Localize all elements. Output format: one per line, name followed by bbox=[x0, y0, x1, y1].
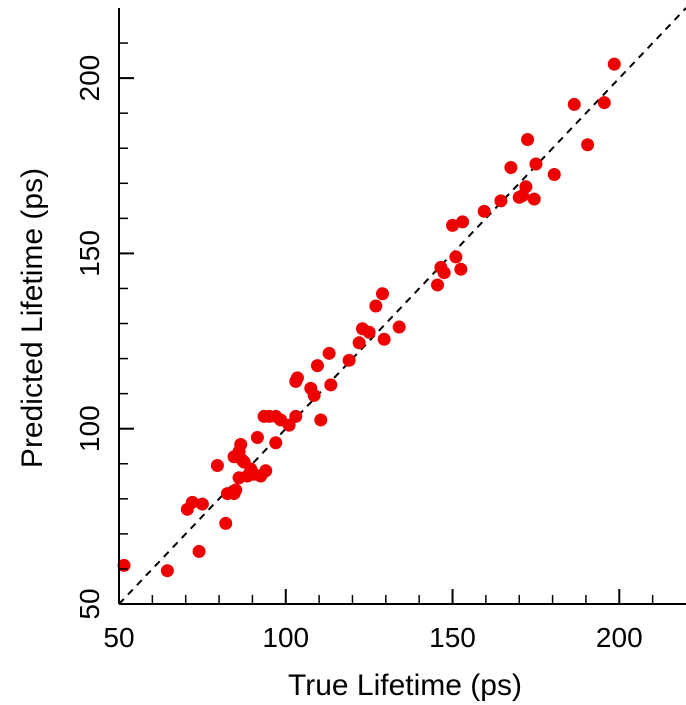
data-point bbox=[324, 378, 338, 392]
x-tick-label: 200 bbox=[596, 622, 643, 653]
data-point bbox=[375, 287, 389, 301]
data-point bbox=[322, 346, 336, 360]
data-point bbox=[437, 266, 451, 280]
x-tick-label: 50 bbox=[103, 622, 134, 653]
x-tick-label: 150 bbox=[429, 622, 476, 653]
data-point bbox=[314, 413, 328, 427]
data-point bbox=[342, 353, 356, 367]
data-point bbox=[519, 180, 533, 194]
data-point bbox=[527, 192, 541, 206]
data-point bbox=[290, 371, 304, 385]
data-point bbox=[454, 262, 468, 276]
data-point bbox=[504, 161, 518, 175]
data-point bbox=[269, 436, 283, 450]
y-tick-label: 100 bbox=[74, 405, 105, 452]
data-point bbox=[234, 437, 248, 451]
data-point bbox=[192, 544, 206, 558]
data-point bbox=[607, 57, 621, 71]
data-point bbox=[446, 218, 460, 232]
data-point bbox=[310, 359, 324, 373]
data-point bbox=[219, 516, 233, 530]
data-point bbox=[160, 564, 174, 578]
data-point bbox=[289, 409, 303, 423]
data-point bbox=[456, 215, 470, 229]
data-point bbox=[567, 97, 581, 111]
data-point bbox=[195, 497, 209, 511]
data-point bbox=[229, 483, 243, 497]
y-tick-label: 200 bbox=[74, 55, 105, 102]
data-points bbox=[117, 57, 621, 578]
data-point bbox=[547, 168, 561, 182]
y-axis-label: Predicted Lifetime (ps) bbox=[16, 168, 49, 468]
data-point bbox=[377, 332, 391, 346]
axes bbox=[118, 8, 686, 605]
data-point bbox=[259, 464, 273, 478]
data-point bbox=[477, 204, 491, 218]
y-tick-label: 50 bbox=[74, 588, 105, 619]
data-point bbox=[449, 250, 463, 264]
x-axis-label: True Lifetime (ps) bbox=[288, 669, 522, 702]
data-point bbox=[250, 430, 264, 444]
data-point bbox=[494, 194, 508, 208]
data-point bbox=[581, 138, 595, 152]
data-point bbox=[369, 299, 383, 313]
data-point bbox=[307, 388, 321, 402]
data-point bbox=[521, 132, 535, 146]
x-tick-label: 100 bbox=[262, 622, 309, 653]
data-point bbox=[362, 325, 376, 339]
data-point bbox=[185, 495, 199, 509]
data-point bbox=[529, 157, 543, 171]
data-point bbox=[431, 278, 445, 292]
data-point bbox=[392, 320, 406, 334]
data-point bbox=[352, 336, 366, 350]
tick-labels: 50 100 150 200 50 100 150 200 bbox=[74, 55, 643, 653]
data-point bbox=[597, 96, 611, 110]
y-tick-label: 150 bbox=[74, 230, 105, 277]
data-point bbox=[210, 459, 224, 473]
